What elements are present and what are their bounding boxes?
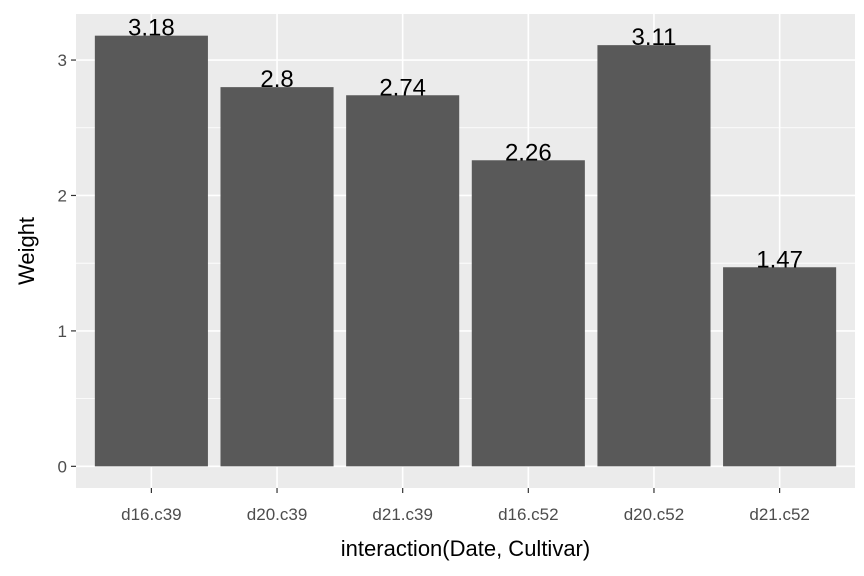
y-tick-label: 0: [58, 457, 67, 476]
data-label: 2.74: [379, 74, 426, 101]
y-axis: 0 1 2 3: [58, 51, 76, 476]
y-tick-label: 1: [58, 322, 67, 341]
x-tick-label: d16.c52: [498, 505, 559, 524]
x-axis-title: interaction(Date, Cultivar): [341, 536, 590, 561]
x-tick-label: d20.c39: [247, 505, 308, 524]
x-tick-label: d21.c39: [372, 505, 433, 524]
bar-d16.c39: [94, 35, 208, 467]
bar-d21.c39: [346, 95, 460, 467]
y-tick-label: 3: [58, 51, 67, 70]
x-axis: d16.c39 d20.c39 d21.c39 d16.c52 d20.c52 d21.c…: [121, 488, 810, 524]
x-tick-label: d21.c52: [749, 505, 810, 524]
bars: [94, 35, 837, 467]
data-label: 2.8: [260, 66, 293, 93]
y-tick-label: 2: [58, 186, 67, 205]
data-label: 2.26: [505, 139, 552, 166]
bar-d20.c39: [220, 87, 334, 467]
data-label: 1.47: [756, 246, 803, 273]
bar-d16.c52: [471, 160, 585, 467]
bar-d21.c52: [723, 267, 837, 467]
bar-d20.c52: [597, 45, 711, 467]
x-tick-label: d16.c39: [121, 505, 182, 524]
y-axis-title: Weight: [14, 217, 39, 285]
data-label: 3.11: [631, 24, 676, 51]
data-label: 3.18: [128, 15, 175, 42]
x-tick-label: d20.c52: [624, 505, 685, 524]
data-labels: 3.18 2.8 2.74 2.26 3.11 1.47: [128, 15, 803, 274]
